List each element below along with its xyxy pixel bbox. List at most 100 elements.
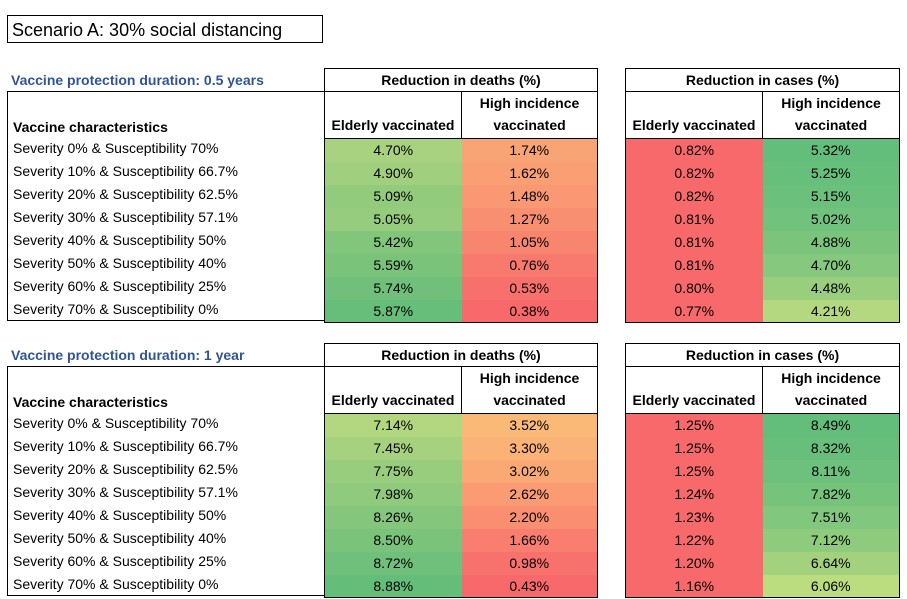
table-row: 1.24% 7.82% [625, 482, 900, 506]
value-cell: 8.49% [762, 413, 900, 437]
row-label: Severity 50% & Susceptibility 40% [13, 530, 227, 546]
row-label: Severity 70% & Susceptibility 0% [13, 575, 219, 592]
row-label: Severity 0% & Susceptibility 70% [13, 140, 219, 156]
table-row: 5.74% 0.53% [324, 276, 598, 300]
table-row: 0.81% 5.02% [625, 207, 900, 231]
value-cell: 6.64% [762, 551, 900, 575]
section-title: Vaccine protection duration: 1 year [11, 347, 245, 363]
table-row: Severity 20% & Susceptibility 62.5% [8, 458, 325, 481]
table-row: 5.42% 1.05% [324, 230, 598, 254]
value-cell: 0.80% [625, 276, 763, 300]
value-cell: 0.82% [625, 184, 763, 208]
table-row: 1.22% 7.12% [625, 528, 900, 552]
table-row: 5.59% 0.76% [324, 253, 598, 277]
value-cell: 1.62% [461, 161, 598, 185]
value-cell: 1.66% [461, 528, 598, 552]
row-label: Severity 60% & Susceptibility 25% [13, 553, 227, 569]
labels-table: Vaccine characteristics Severity 0% & Sus… [7, 91, 325, 321]
table-row: 0.82% 5.32% [625, 138, 900, 162]
high-incidence-header: High incidence vaccinated [461, 91, 598, 139]
table-row: Severity 60% & Susceptibility 25% [8, 275, 325, 298]
value-cell: 0.53% [461, 276, 598, 300]
value-cell: 0.43% [461, 574, 598, 598]
cases-table: Reduction in cases (%) Elderly vaccinated… [625, 343, 900, 598]
table-row: 4.90% 1.62% [324, 161, 598, 185]
value-cell: 8.88% [324, 574, 462, 598]
value-cell: 7.98% [324, 482, 462, 506]
value-cell: 7.82% [762, 482, 900, 506]
table-row: 1.16% 6.06% [625, 574, 900, 598]
table-row: Severity 0% & Susceptibility 70% [8, 412, 325, 435]
value-cell: 7.51% [762, 505, 900, 529]
elderly-header: Elderly vaccinated [324, 91, 462, 139]
value-cell: 5.25% [762, 161, 900, 185]
value-cell: 5.05% [324, 207, 462, 231]
table-row: 5.87% 0.38% [324, 299, 598, 323]
value-cell: 8.32% [762, 436, 900, 460]
value-cell: 1.25% [625, 413, 763, 437]
high-incidence-header: High incidence vaccinated [461, 366, 598, 414]
table-row: 0.80% 4.48% [625, 276, 900, 300]
cases-group-header: Reduction in cases (%) [625, 68, 900, 92]
table-row: Severity 0% & Susceptibility 70% [8, 137, 325, 160]
table-row: 5.05% 1.27% [324, 207, 598, 231]
value-cell: 8.72% [324, 551, 462, 575]
section-title: Vaccine protection duration: 0.5 years [11, 72, 264, 88]
value-cell: 5.09% [324, 184, 462, 208]
label-column-header: Vaccine characteristics [13, 393, 168, 410]
table-row: 1.20% 6.64% [625, 551, 900, 575]
table-row: 8.88% 0.43% [324, 574, 598, 598]
value-cell: 4.21% [762, 299, 900, 323]
value-cell: 7.14% [324, 413, 462, 437]
cases-group-header: Reduction in cases (%) [625, 343, 900, 367]
value-cell: 8.11% [762, 459, 900, 483]
row-label: Severity 20% & Susceptibility 62.5% [13, 461, 238, 477]
table-row: Severity 70% & Susceptibility 0% [8, 573, 325, 596]
elderly-header: Elderly vaccinated [625, 366, 763, 414]
table-row: Severity 10% & Susceptibility 66.7% [8, 160, 325, 183]
scenario-title: Scenario A: 30% social distancing [7, 15, 323, 43]
value-cell: 0.98% [461, 551, 598, 575]
row-label: Severity 30% & Susceptibility 57.1% [13, 209, 238, 225]
row-label: Severity 30% & Susceptibility 57.1% [13, 484, 238, 500]
table-row: 0.82% 5.25% [625, 161, 900, 185]
value-cell: 0.38% [461, 299, 598, 323]
value-cell: 5.74% [324, 276, 462, 300]
value-cell: 1.24% [625, 482, 763, 506]
table-row: 7.98% 2.62% [324, 482, 598, 506]
value-cell: 7.12% [762, 528, 900, 552]
value-cell: 1.74% [461, 138, 598, 162]
value-cell: 1.25% [625, 436, 763, 460]
table-row: Severity 60% & Susceptibility 25% [8, 550, 325, 573]
value-cell: 8.26% [324, 505, 462, 529]
value-cell: 8.50% [324, 528, 462, 552]
elderly-header: Elderly vaccinated [625, 91, 763, 139]
table-row: Severity 30% & Susceptibility 57.1% [8, 481, 325, 504]
value-cell: 0.82% [625, 161, 763, 185]
row-label: Severity 10% & Susceptibility 66.7% [13, 438, 238, 454]
value-cell: 4.70% [762, 253, 900, 277]
value-cell: 1.16% [625, 574, 763, 598]
row-label: Severity 0% & Susceptibility 70% [13, 415, 219, 431]
table-row: 4.70% 1.74% [324, 138, 598, 162]
table-row: 0.81% 4.88% [625, 230, 900, 254]
table-row: 0.81% 4.70% [625, 253, 900, 277]
table-row: Severity 50% & Susceptibility 40% [8, 252, 325, 275]
label-column-header: Vaccine characteristics [13, 118, 168, 135]
value-cell: 0.81% [625, 230, 763, 254]
table-row: 1.25% 8.11% [625, 459, 900, 483]
value-cell: 5.32% [762, 138, 900, 162]
table-row: Severity 40% & Susceptibility 50% [8, 229, 325, 252]
value-cell: 1.23% [625, 505, 763, 529]
row-label: Severity 40% & Susceptibility 50% [13, 232, 227, 248]
value-cell: 5.02% [762, 207, 900, 231]
row-label: Severity 20% & Susceptibility 62.5% [13, 186, 238, 202]
value-cell: 3.02% [461, 459, 598, 483]
deaths-group-header: Reduction in deaths (%) [324, 343, 598, 367]
value-cell: 4.90% [324, 161, 462, 185]
table-row: 0.77% 4.21% [625, 299, 900, 323]
labels-table: Vaccine characteristics Severity 0% & Sus… [7, 366, 325, 596]
deaths-table: Reduction in deaths (%) Elderly vaccinate… [324, 68, 598, 323]
table-row: 8.50% 1.66% [324, 528, 598, 552]
value-cell: 1.25% [625, 459, 763, 483]
